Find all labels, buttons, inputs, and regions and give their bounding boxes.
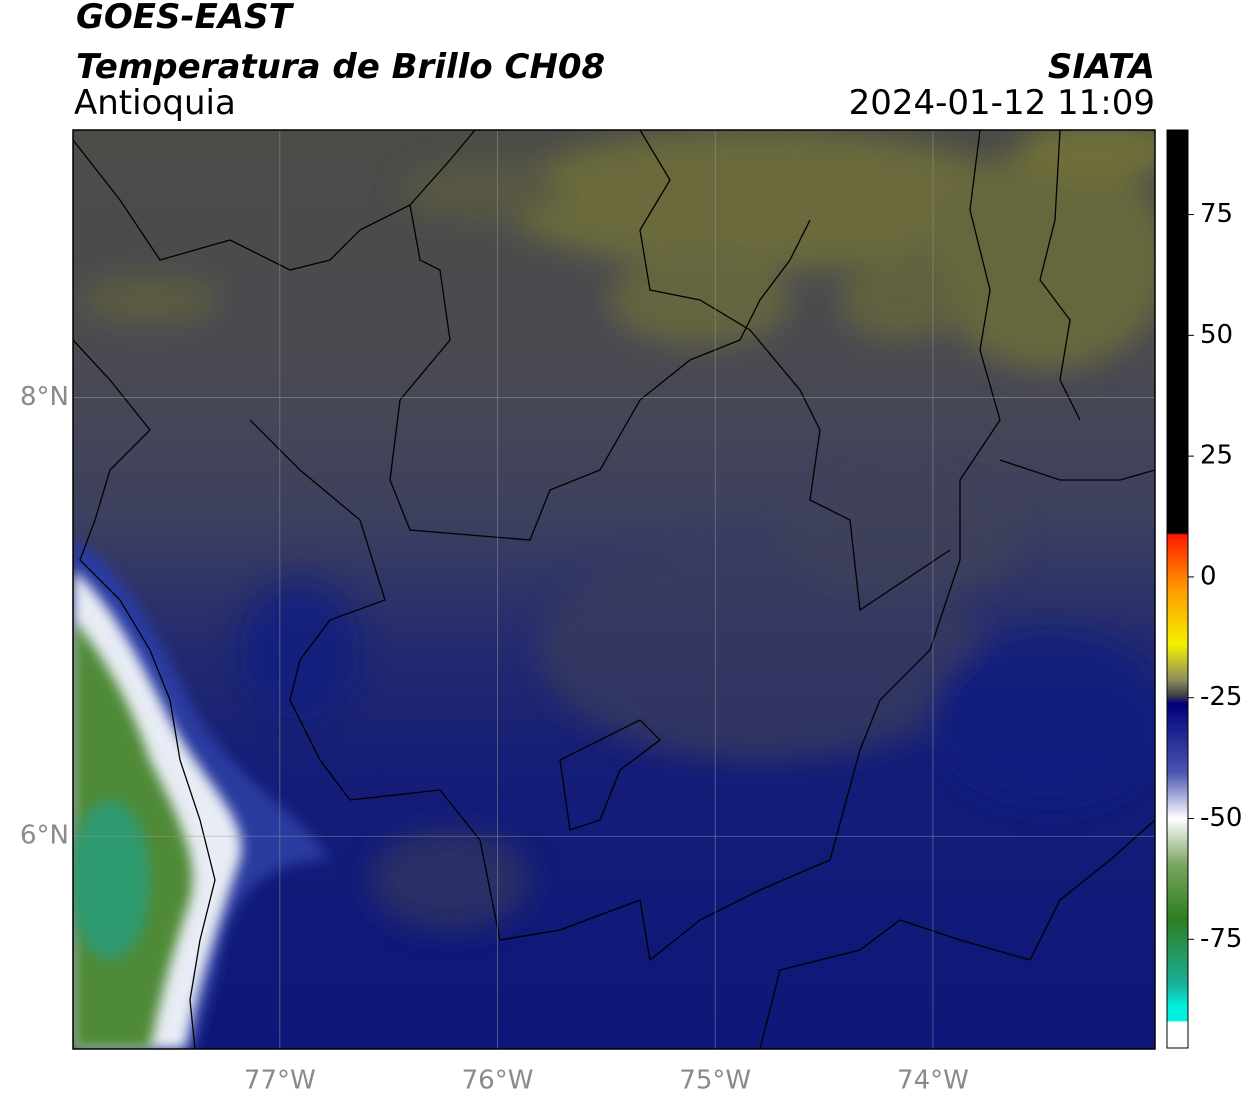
colorbar-tick-label: -50 bbox=[1200, 803, 1242, 833]
colorbar-tick-label: -75 bbox=[1200, 924, 1242, 954]
colorbar bbox=[1166, 129, 1189, 1049]
colorbar-tick-label: 50 bbox=[1200, 320, 1233, 350]
grid bbox=[73, 130, 1155, 1049]
y-tick-label: 8°N bbox=[20, 382, 69, 412]
map-image bbox=[73, 130, 1155, 1049]
colorbar-tick-label: -25 bbox=[1200, 682, 1242, 712]
x-tick-label: 74°W bbox=[897, 1066, 969, 1096]
colorbar-tick-label: 0 bbox=[1200, 561, 1217, 591]
subtitle: Temperatura de Brillo CH08 bbox=[76, 47, 605, 87]
source: SIATA bbox=[1048, 47, 1155, 87]
region: Antioquia bbox=[74, 83, 236, 123]
title: GOES-EAST bbox=[76, 0, 295, 37]
datetime: 2024-01-12 11:09 bbox=[849, 83, 1155, 123]
y-tick-label: 6°N bbox=[20, 821, 69, 851]
x-tick-label: 76°W bbox=[462, 1066, 534, 1096]
x-tick-label: 75°W bbox=[679, 1066, 751, 1096]
map-frame bbox=[72, 129, 1156, 1050]
colorbar-tick-label: 75 bbox=[1200, 199, 1233, 229]
x-tick-label: 77°W bbox=[244, 1066, 316, 1096]
colorbar-tick-label: 25 bbox=[1200, 441, 1233, 471]
